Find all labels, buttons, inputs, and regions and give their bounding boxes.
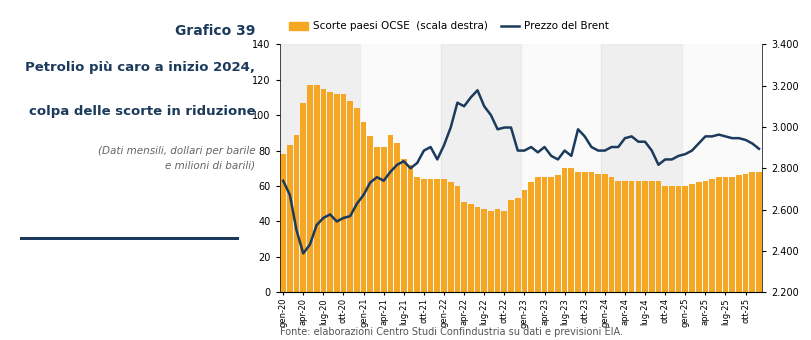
- Bar: [616, 181, 621, 292]
- Bar: [669, 186, 675, 292]
- Bar: [696, 183, 702, 292]
- Bar: [682, 186, 688, 292]
- Bar: [736, 175, 742, 292]
- Bar: [360, 44, 440, 292]
- Bar: [294, 135, 299, 292]
- Bar: [636, 181, 642, 292]
- Bar: [723, 177, 728, 292]
- Bar: [676, 186, 681, 292]
- Bar: [515, 199, 521, 292]
- Bar: [474, 207, 480, 292]
- Bar: [440, 44, 521, 292]
- Bar: [602, 44, 682, 292]
- Bar: [461, 202, 467, 292]
- Bar: [702, 181, 708, 292]
- Bar: [488, 211, 494, 292]
- Bar: [682, 44, 762, 292]
- Bar: [307, 85, 313, 292]
- Bar: [508, 200, 514, 292]
- Bar: [521, 190, 527, 292]
- Bar: [361, 122, 367, 292]
- Bar: [427, 179, 433, 292]
- Bar: [281, 154, 286, 292]
- Bar: [327, 92, 333, 292]
- Bar: [595, 174, 601, 292]
- Bar: [314, 85, 320, 292]
- Bar: [581, 172, 588, 292]
- Bar: [334, 94, 340, 292]
- Bar: [374, 147, 380, 292]
- Bar: [287, 145, 293, 292]
- Bar: [749, 172, 755, 292]
- Bar: [548, 177, 554, 292]
- Bar: [622, 181, 628, 292]
- Bar: [435, 179, 440, 292]
- Bar: [501, 211, 507, 292]
- Bar: [408, 165, 414, 292]
- Legend: Scorte paesi OCSE  (scala destra), Prezzo del Brent: Scorte paesi OCSE (scala destra), Prezzo…: [285, 17, 613, 35]
- Bar: [710, 179, 715, 292]
- Bar: [575, 172, 581, 292]
- Bar: [528, 183, 534, 292]
- Bar: [535, 177, 541, 292]
- Text: Grafico 39: Grafico 39: [175, 24, 255, 38]
- Bar: [394, 143, 400, 292]
- Bar: [347, 101, 353, 292]
- Bar: [716, 177, 722, 292]
- Bar: [555, 175, 560, 292]
- Bar: [341, 94, 346, 292]
- Bar: [448, 183, 453, 292]
- Bar: [756, 172, 762, 292]
- Bar: [300, 103, 306, 292]
- Bar: [609, 177, 615, 292]
- Bar: [642, 181, 648, 292]
- Bar: [589, 172, 594, 292]
- Bar: [495, 209, 500, 292]
- Bar: [441, 179, 447, 292]
- Bar: [414, 177, 420, 292]
- Bar: [542, 177, 547, 292]
- Bar: [521, 44, 602, 292]
- Bar: [468, 204, 474, 292]
- Bar: [743, 174, 749, 292]
- Bar: [320, 88, 326, 292]
- Bar: [388, 135, 393, 292]
- Text: (Dati mensili, dollari per barile
e milioni di barili): (Dati mensili, dollari per barile e mili…: [98, 146, 255, 170]
- Bar: [663, 186, 668, 292]
- Bar: [381, 147, 387, 292]
- Bar: [649, 181, 654, 292]
- Bar: [655, 181, 661, 292]
- Bar: [367, 136, 373, 292]
- Bar: [569, 168, 574, 292]
- Bar: [454, 186, 461, 292]
- Bar: [401, 159, 406, 292]
- Bar: [562, 168, 568, 292]
- Bar: [729, 177, 735, 292]
- Bar: [421, 179, 427, 292]
- Text: colpa delle scorte in riduzione: colpa delle scorte in riduzione: [29, 105, 255, 118]
- Text: Fonte: elaborazioni Centro Studi Confindustria su dati e previsioni EIA.: Fonte: elaborazioni Centro Studi Confind…: [280, 327, 623, 337]
- Text: Petrolio più caro a inizio 2024,: Petrolio più caro a inizio 2024,: [25, 61, 255, 74]
- Bar: [482, 209, 487, 292]
- Bar: [602, 174, 607, 292]
- Bar: [689, 184, 695, 292]
- Bar: [280, 44, 360, 292]
- Bar: [629, 181, 634, 292]
- Bar: [354, 108, 360, 292]
